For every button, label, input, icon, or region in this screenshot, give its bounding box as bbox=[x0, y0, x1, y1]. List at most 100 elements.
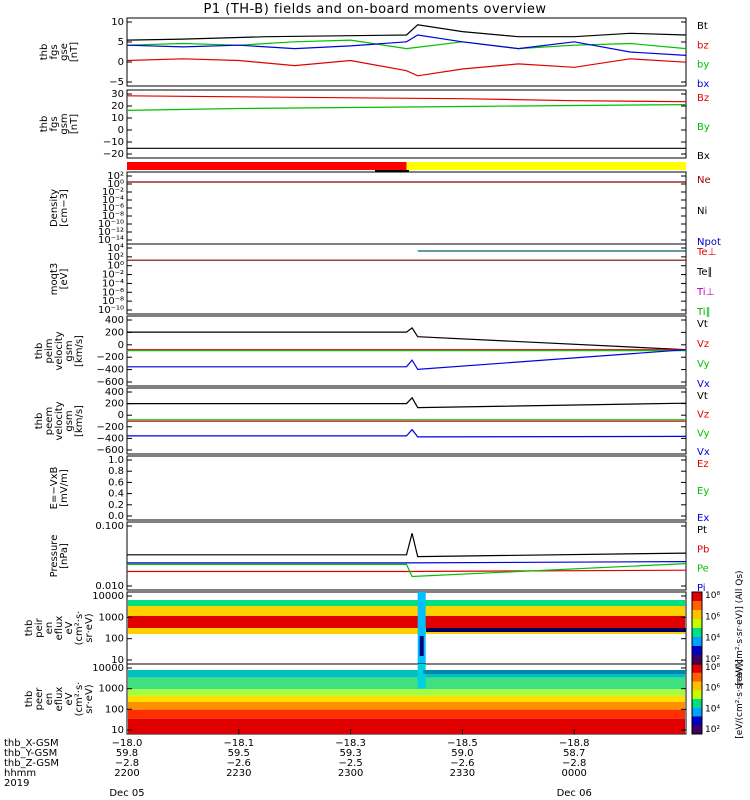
legend-entry: Te∥ bbox=[696, 267, 713, 278]
y-tick-label: −600 bbox=[97, 377, 124, 388]
y-axis-label: velocity bbox=[54, 331, 65, 370]
x-tick-label: −2.6 bbox=[450, 758, 474, 769]
colorbar-swatch bbox=[692, 619, 702, 629]
colorbar-swatch bbox=[692, 725, 702, 735]
y-axis-label: thb bbox=[39, 44, 50, 61]
y-tick-label: 1000 bbox=[99, 612, 124, 623]
y-tick-label: 10⁻⁸ bbox=[102, 296, 124, 307]
x-tick-label: −2.8 bbox=[562, 758, 586, 769]
y-axis-label: en bbox=[44, 693, 55, 706]
y-tick-label: −400 bbox=[97, 433, 124, 444]
y-tick-label: 10⁻⁶ bbox=[102, 203, 124, 214]
panel-frame bbox=[126, 455, 687, 521]
colorbar-swatch bbox=[692, 628, 702, 638]
y-tick-label: 10000 bbox=[92, 591, 124, 602]
legend-entry: Vx bbox=[697, 447, 710, 458]
colorbar-swatch bbox=[692, 664, 702, 674]
x-row-label: thb_X-GSM bbox=[4, 738, 59, 749]
x-tick-label: −2.8 bbox=[115, 758, 139, 769]
series-Pe bbox=[127, 563, 687, 578]
y-axis-label: thb bbox=[39, 116, 50, 133]
heat-band bbox=[426, 628, 686, 632]
x-row-label: thb_Y-GSM bbox=[4, 748, 57, 759]
y-tick-label: 10⁻⁸ bbox=[102, 211, 124, 222]
legend-entry: Bz bbox=[697, 93, 709, 104]
y-axis-label: gsm bbox=[64, 340, 75, 361]
y-tick-label: 10² bbox=[107, 171, 124, 182]
colorbar-frame bbox=[691, 663, 703, 735]
y-tick-label: 10⁻⁴ bbox=[102, 278, 124, 289]
chart-title: P1 (TH-B) fields and on-board moments ov… bbox=[203, 2, 547, 17]
colorbar-tick-label: 10⁶ bbox=[705, 612, 720, 622]
heat-band bbox=[128, 628, 685, 634]
y-tick-label: −400 bbox=[97, 365, 124, 376]
y-tick-label: 0.0 bbox=[108, 511, 124, 522]
legend-entry: Pt bbox=[697, 525, 707, 536]
y-tick-label: 0.010 bbox=[95, 581, 124, 592]
heat-band bbox=[423, 670, 686, 674]
y-axis-label: peer bbox=[34, 687, 45, 711]
legend-entry: Ti∥ bbox=[696, 307, 711, 318]
colorbar-swatch bbox=[692, 646, 702, 656]
y-tick-label: 10⁻⁴ bbox=[102, 195, 124, 206]
heat-band bbox=[128, 670, 685, 678]
panel-8: 0.100 0.010 Pressure [nPa] Pt Pb Pe Pi bbox=[49, 521, 709, 594]
y-axis-label: (cm²·s· bbox=[74, 611, 85, 646]
y-tick-label: 100 bbox=[105, 634, 124, 645]
y-axis-label: Density bbox=[49, 189, 60, 227]
heat-band bbox=[128, 606, 685, 616]
y-axis-label: thb bbox=[34, 413, 45, 430]
legend-entry: Npot bbox=[697, 237, 721, 248]
colorbar-tick-label: 10⁶ bbox=[705, 684, 720, 694]
y-tick-label: 10⁻¹⁰ bbox=[98, 305, 124, 316]
x-row-label: 2019 bbox=[4, 778, 29, 789]
y-tick-label: 200 bbox=[105, 327, 124, 338]
legend-entry: Pi bbox=[697, 583, 706, 594]
legend-entry: Ez bbox=[697, 459, 709, 470]
y-tick-label: 10⁰ bbox=[107, 261, 124, 272]
legend-entry: Vx bbox=[697, 379, 710, 390]
legend-entry: Te⊥ bbox=[696, 247, 716, 258]
x-row-label: hhmm bbox=[4, 768, 36, 779]
x-tick-label: −18.8 bbox=[559, 738, 590, 749]
colorbar-label: [eV/(cm²·s·sr·eV)] (All Qs) bbox=[735, 570, 745, 685]
y-axis-label: Pressure bbox=[49, 535, 60, 578]
series-Pt bbox=[127, 533, 687, 558]
x-tick-label: 59.8 bbox=[116, 748, 138, 759]
legend-entry: Vz bbox=[697, 339, 709, 350]
legend-entry: Vy bbox=[697, 428, 710, 439]
legend-entry: Vt bbox=[697, 391, 708, 402]
y-tick-label: 5 bbox=[118, 37, 124, 48]
y-tick-label: 10 bbox=[111, 725, 124, 736]
colorbar-swatch bbox=[692, 681, 702, 691]
heat-band bbox=[417, 592, 426, 664]
series-Vt bbox=[127, 396, 687, 409]
panel-2 bbox=[127, 162, 686, 172]
series-Pi bbox=[127, 560, 687, 564]
y-axis-label: eflux bbox=[54, 687, 65, 712]
x-tick-label: −18.3 bbox=[335, 738, 366, 749]
y-tick-label: 0 bbox=[118, 125, 124, 136]
y-axis-label: gsm bbox=[64, 410, 75, 431]
legend-entry: Ey bbox=[697, 486, 709, 497]
y-axis-label: thb bbox=[24, 620, 35, 637]
x-tick-label: 59.5 bbox=[228, 748, 250, 759]
heat-band bbox=[417, 664, 426, 689]
y-axis-label: [nPa] bbox=[59, 543, 70, 569]
y-tick-label: 200 bbox=[105, 399, 124, 410]
x-tick-label: 2300 bbox=[338, 768, 363, 779]
y-tick-label: −5 bbox=[109, 77, 124, 88]
legend-entry: Ti⊥ bbox=[696, 287, 714, 298]
heat-band bbox=[128, 600, 685, 606]
y-tick-label: 1.0 bbox=[108, 455, 124, 466]
y-axis-label: [nT] bbox=[69, 114, 80, 134]
y-tick-label: 10⁻¹⁰ bbox=[98, 219, 124, 230]
y-axis-label: eflux bbox=[54, 616, 65, 641]
x-tick-label: 59.0 bbox=[451, 748, 473, 759]
y-axis-label: peim bbox=[44, 338, 55, 363]
y-axis-label: [mV/m] bbox=[59, 469, 70, 507]
panel-7: 1.00.80.60.40.20.0 E=−VxB [mV/m] Ez Ey Ex bbox=[49, 455, 709, 524]
